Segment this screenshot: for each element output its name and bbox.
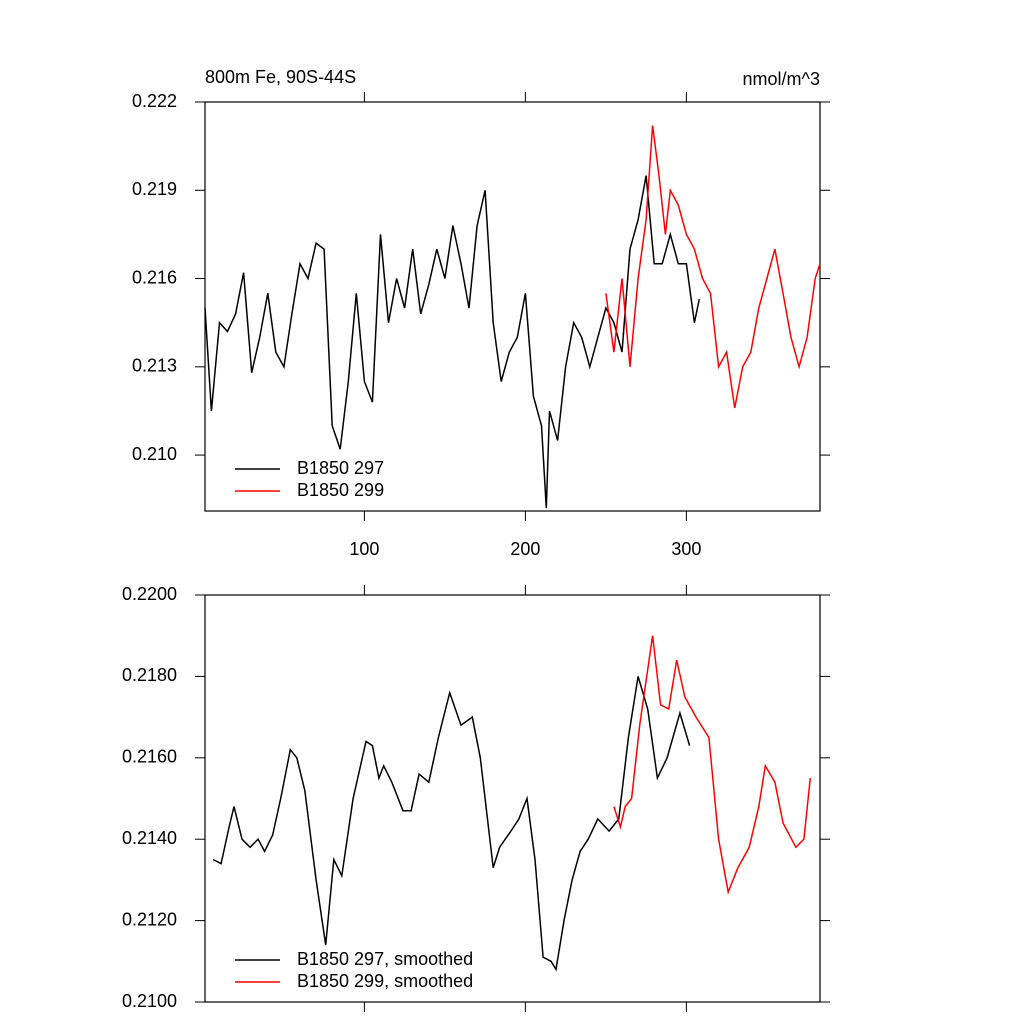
x-tick-label: 200 xyxy=(510,539,540,559)
units-label: nmol/m^3 xyxy=(743,69,820,89)
y-tick-label: 0.2180 xyxy=(122,665,177,685)
y-tick-label: 0.216 xyxy=(132,267,177,287)
plot-frame xyxy=(204,594,821,1003)
y-tick-label: 0.2200 xyxy=(122,584,177,604)
plot-frame xyxy=(204,101,821,512)
x-tick-label: 100 xyxy=(349,539,379,559)
legend-label: B1850 297 xyxy=(297,458,384,478)
y-tick-label: 0.219 xyxy=(132,179,177,199)
y-tick-label: 0.222 xyxy=(132,91,177,111)
data-line xyxy=(605,125,821,409)
legend-label: B1850 297, smoothed xyxy=(297,949,473,969)
legend-label: B1850 299 xyxy=(297,480,384,500)
y-tick-label: 0.2100 xyxy=(122,991,177,1011)
y-tick-label: 0.2160 xyxy=(122,747,177,767)
y-tick-label: 0.2140 xyxy=(122,828,177,848)
y-tick-label: 0.2120 xyxy=(122,909,177,929)
data-line xyxy=(204,175,701,509)
y-tick-label: 0.213 xyxy=(132,356,177,376)
data-line xyxy=(613,635,812,895)
x-tick-label: 300 xyxy=(671,539,701,559)
data-line xyxy=(212,676,691,972)
chart-title: 800m Fe, 90S-44S xyxy=(205,67,356,87)
legend-label: B1850 299, smoothed xyxy=(297,971,473,991)
y-tick-label: 0.210 xyxy=(132,444,177,464)
